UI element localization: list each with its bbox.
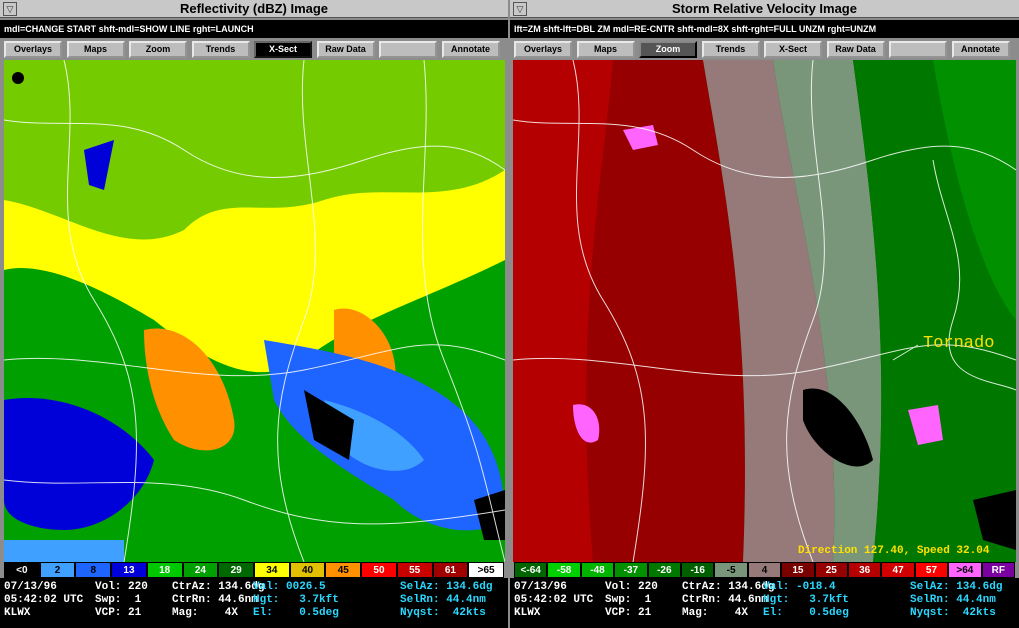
legend-swatch: >64 <box>948 562 982 578</box>
status-field: Mag: 4X <box>682 607 749 619</box>
status-field: Mag: 4X <box>172 607 239 619</box>
legend-swatch: 2 <box>39 562 76 578</box>
blank-button[interactable] <box>379 41 437 58</box>
toolbar-button[interactable]: X-Sect <box>764 41 822 58</box>
mouse-hint: mdl=CHANGE START shft-mdl=SHOW LINE rght… <box>0 20 508 38</box>
toolbar-button[interactable]: Zoom <box>129 41 187 58</box>
reflectivity-image <box>4 60 505 562</box>
status-field: SelRn: 44.4nm <box>400 594 486 606</box>
legend-swatch: -37 <box>614 562 648 578</box>
status-field: Val: 0026.5 <box>253 581 326 593</box>
window-menu[interactable]: ▽ <box>3 2 17 16</box>
legend-swatch: -16 <box>681 562 715 578</box>
legend-swatch: 45 <box>325 562 362 578</box>
status-field: KLWX <box>514 607 541 619</box>
status-field: El: 0.5deg <box>763 607 849 619</box>
status-field: VCP: 21 <box>95 607 142 619</box>
storm-motion-label: Direction 127.40, Speed 32.04 <box>798 545 990 557</box>
status-field: SelRn: 44.4nm <box>910 594 996 606</box>
legend-swatch: 34 <box>254 562 290 578</box>
legend-swatch: 61 <box>432 562 469 578</box>
title-bar: Reflectivity (dBZ) Image <box>0 0 508 18</box>
status-field: CtrAz: 134.6dg <box>172 581 265 593</box>
legend-swatch: 50 <box>361 562 397 578</box>
legend-swatch: 40 <box>289 562 326 578</box>
toolbar-button[interactable]: X-Sect <box>254 41 312 58</box>
status-panel <box>0 578 508 628</box>
toolbar-button[interactable]: Overlays <box>514 41 572 58</box>
status-field: Vol: 220 <box>605 581 658 593</box>
toolbar-button[interactable]: Trends <box>701 41 760 58</box>
toolbar-button[interactable]: Trends <box>191 41 250 58</box>
mouse-hint: lft=ZM shft-lft=DBL ZM mdl=RE-CNTR shft-… <box>510 20 1019 38</box>
status-field: SelAz: 134.6dg <box>400 581 493 593</box>
window-menu[interactable]: ▽ <box>513 2 527 16</box>
status-field: 07/13/96 <box>514 581 567 593</box>
status-field: 07/13/96 <box>4 581 57 593</box>
status-field: El: 0.5deg <box>253 607 339 619</box>
toolbar-button[interactable]: Zoom <box>639 41 697 58</box>
toolbar-button[interactable]: Annotate <box>441 41 500 58</box>
status-field: CtrRn: 44.6nm <box>172 594 258 606</box>
legend-swatch: 18 <box>146 562 183 578</box>
legend-swatch: 25 <box>814 562 848 578</box>
legend-swatch: 29 <box>218 562 254 578</box>
toolbar-button[interactable]: Overlays <box>4 41 62 58</box>
status-field: Swp: 1 <box>605 594 652 606</box>
status-field: Val: -018.4 <box>763 581 836 593</box>
toolbar-button[interactable]: Annotate <box>951 41 1010 58</box>
legend-swatch: -26 <box>647 562 681 578</box>
status-field: 05:42:02 UTC <box>4 594 84 606</box>
toolbar-button[interactable]: Raw Data <box>826 41 885 58</box>
legend-swatch: 8 <box>75 562 112 578</box>
legend-swatch: 15 <box>781 562 815 578</box>
status-field: Hgt: 3.7kft <box>253 594 339 606</box>
legend-swatch: -5 <box>714 562 748 578</box>
legend-swatch: -48 <box>580 562 615 578</box>
legend-swatch: 36 <box>848 562 882 578</box>
status-field: CtrAz: 134.6dg <box>682 581 775 593</box>
status-field: SelAz: 134.6dg <box>910 581 1003 593</box>
legend-swatch: 47 <box>881 562 915 578</box>
legend-swatch: <-64 <box>514 562 548 578</box>
status-field: Swp: 1 <box>95 594 142 606</box>
legend-swatch: 57 <box>914 562 949 578</box>
status-field: Vol: 220 <box>95 581 148 593</box>
legend-swatch: 24 <box>182 562 219 578</box>
status-field: KLWX <box>4 607 31 619</box>
legend-swatch: 55 <box>396 562 433 578</box>
legend-swatch: 4 <box>747 562 782 578</box>
legend-swatch: -58 <box>547 562 581 578</box>
legend-swatch: RF <box>981 562 1015 578</box>
legend-swatch: >65 <box>468 562 504 578</box>
toolbar-button[interactable]: Raw Data <box>316 41 375 58</box>
velocity-image <box>513 60 1016 562</box>
legend-swatch: <0 <box>4 562 40 578</box>
status-field: VCP: 21 <box>605 607 652 619</box>
status-field: CtrRn: 44.6nm <box>682 594 768 606</box>
blank-button[interactable] <box>889 41 947 58</box>
status-panel <box>510 578 1019 628</box>
tornado-label: Tornado <box>923 334 995 353</box>
toolbar-button[interactable]: Maps <box>66 41 125 58</box>
toolbar-button[interactable]: Maps <box>576 41 635 58</box>
title-bar: Storm Relative Velocity Image <box>510 0 1019 18</box>
legend-swatch: 13 <box>111 562 147 578</box>
status-field: Nyqst: 42kts <box>910 607 996 619</box>
status-field: Hgt: 3.7kft <box>763 594 849 606</box>
status-field: Nyqst: 42kts <box>400 607 486 619</box>
status-field: 05:42:02 UTC <box>514 594 594 606</box>
